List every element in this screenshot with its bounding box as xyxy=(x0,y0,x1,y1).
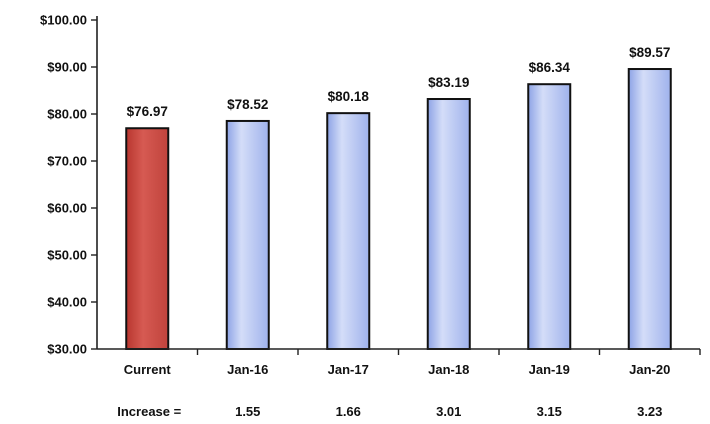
increase-value: 1.55 xyxy=(235,404,260,419)
bars xyxy=(125,68,672,351)
bar-jan-18 xyxy=(426,98,471,350)
y-tick-label: $100.00 xyxy=(40,13,87,28)
y-tick-label: $70.00 xyxy=(47,154,87,169)
bar-jan-20 xyxy=(627,68,672,351)
increase-value: 3.15 xyxy=(537,404,562,419)
data-label: $80.18 xyxy=(328,89,370,104)
x-category-label: Jan-17 xyxy=(328,362,369,377)
data-label: $83.19 xyxy=(428,75,469,90)
x-category-label: Current xyxy=(124,362,172,377)
bar-jan-19 xyxy=(527,83,572,351)
increase-row: Increase = 1.55 1.66 3.01 3.15 3.23 xyxy=(117,404,662,419)
increase-row-label: Increase = xyxy=(117,404,181,419)
increase-value: 1.66 xyxy=(336,404,361,419)
y-tick-label: $30.00 xyxy=(47,342,87,357)
data-labels: $76.97 $78.52 $80.18 $83.19 $86.34 $89.57 xyxy=(127,45,671,119)
y-tick-label: $90.00 xyxy=(47,60,87,75)
data-label: $86.34 xyxy=(529,60,571,75)
y-tick-label: $60.00 xyxy=(47,201,87,216)
data-label: $76.97 xyxy=(127,104,168,119)
increase-value: 3.23 xyxy=(637,404,662,419)
x-category-label: Jan-18 xyxy=(428,362,469,377)
y-tick-label: $80.00 xyxy=(47,107,87,122)
y-tick-label: $50.00 xyxy=(47,248,87,263)
data-label: $89.57 xyxy=(629,45,670,60)
x-category-label: Jan-19 xyxy=(529,362,570,377)
bar-current xyxy=(125,127,170,350)
bar-jan-17 xyxy=(326,112,371,350)
y-axis: $30.00 $40.00 $50.00 $60.00 $70.00 $80.00 $90.… xyxy=(40,13,98,357)
increase-value: 3.01 xyxy=(436,404,461,419)
bar-jan-16 xyxy=(225,119,270,351)
data-label: $78.52 xyxy=(227,97,268,112)
x-category-label: Jan-16 xyxy=(227,362,268,377)
x-category-label: Jan-20 xyxy=(629,362,670,377)
y-tick-label: $40.00 xyxy=(47,295,87,310)
x-axis: Current Jan-16 Jan-17 Jan-18 Jan-19 Jan-20 xyxy=(97,348,701,377)
